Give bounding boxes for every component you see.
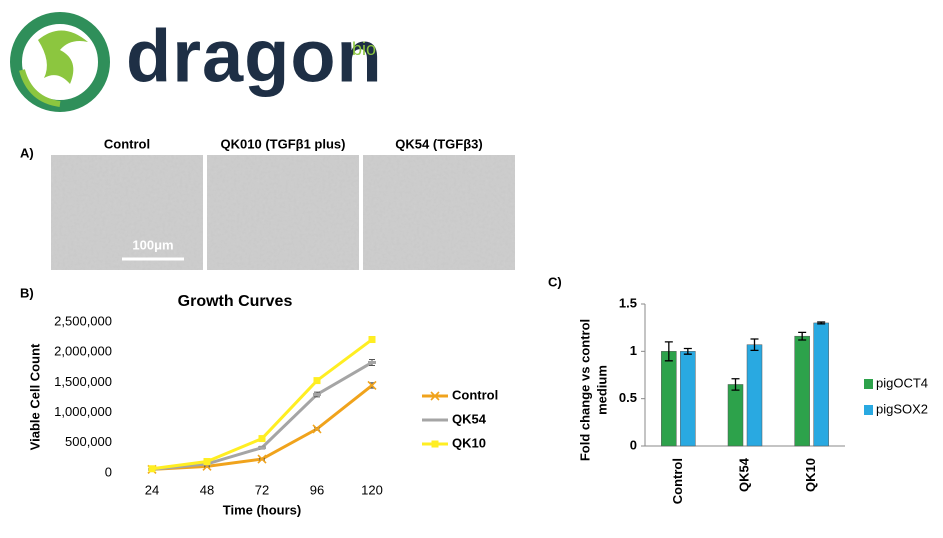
panel-label: C) (548, 274, 562, 289)
legend-label: pigOCT4 (876, 375, 928, 390)
error-bar (750, 338, 759, 352)
y-tick-label: 2,000,000 (54, 344, 112, 359)
y-tick-label: 1 (630, 343, 637, 358)
error-bar (664, 341, 673, 362)
data-point (257, 454, 267, 464)
data-point (313, 392, 321, 396)
y-tick-label: 1,000,000 (54, 404, 112, 419)
panel-label: B) (20, 285, 34, 300)
scale-label: 100μm (132, 237, 173, 252)
data-point (258, 446, 266, 450)
chart-b: B) Growth Curves Time (hours) Viable Cell C… (20, 285, 498, 517)
x-tick-label: Control (670, 458, 685, 504)
micrograph-texture (51, 155, 203, 270)
legend-swatch (864, 379, 873, 389)
y-tick-label: 1,500,000 (54, 374, 112, 389)
logo-ring (10, 12, 110, 112)
error-bar (683, 347, 692, 355)
y-axis-label: medium (594, 365, 609, 415)
error-bar (817, 321, 826, 325)
micrograph-texture (207, 155, 359, 270)
logo-dragon (38, 30, 88, 85)
legend-label: QK10 (452, 435, 486, 450)
micrograph-texture (363, 155, 515, 270)
data-point (203, 458, 211, 466)
y-tick-label: 0 (105, 464, 112, 479)
logo-text: dragon (126, 15, 383, 98)
panel-a: A) Control QK010 (TGFβ1 plus) QK54 (TGFβ3)… (20, 136, 515, 270)
legend-label: QK54 (452, 411, 487, 426)
image-title: Control (104, 136, 150, 151)
x-tick-label: 72 (255, 482, 269, 497)
error-bar (798, 331, 807, 341)
error-bar (731, 378, 740, 391)
legend-marker (430, 391, 440, 401)
x-tick-label: 96 (310, 482, 324, 497)
legend-marker (431, 440, 439, 448)
y-axis-label: Viable Cell Count (27, 343, 42, 450)
y-tick-label: 500,000 (65, 434, 112, 449)
series-line (151, 338, 373, 471)
x-tick-label: 48 (200, 482, 214, 497)
y-tick-label: 0 (630, 437, 637, 452)
logo-tail (19, 69, 61, 107)
bar (727, 384, 744, 447)
y-tick-label: 0.5 (619, 390, 637, 405)
series-line (151, 384, 373, 471)
panel-label: A) (20, 145, 34, 160)
bar (794, 335, 810, 447)
x-tick-label: QK54 (736, 457, 751, 492)
y-axis-label: Fold change vs control (577, 319, 592, 461)
x-tick-label: 120 (361, 482, 383, 497)
legend-marker (431, 418, 439, 422)
data-point (368, 360, 376, 364)
data-point (313, 377, 321, 385)
series-line (151, 361, 373, 471)
x-tick-label: QK10 (803, 458, 818, 492)
bar (746, 344, 763, 447)
image-title: QK010 (TGFβ1 plus) (221, 136, 346, 151)
legend-label: Control (452, 387, 498, 402)
legend-label: pigSOX2 (876, 401, 928, 416)
data-point (258, 435, 266, 443)
chart-title: Growth Curves (178, 293, 293, 310)
bar (661, 351, 677, 447)
data-point (312, 424, 322, 434)
bar (813, 322, 829, 447)
image-title: QK54 (TGFβ3) (395, 136, 482, 151)
logo: dragon bio (10, 12, 383, 112)
y-tick-label: 1.5 (619, 295, 637, 310)
data-point (367, 380, 377, 390)
chart-c: C) Fold change vs control medium 0 0.5 1 1.5 Co… (548, 274, 928, 504)
x-tick-label: 24 (145, 482, 159, 497)
bar (680, 351, 696, 447)
data-point (148, 465, 156, 473)
x-axis-label: Time (hours) (223, 502, 302, 517)
y-tick-label: 2,500,000 (54, 313, 112, 328)
logo-suffix: bio (352, 39, 376, 59)
legend-swatch (864, 405, 873, 415)
data-point (368, 336, 376, 344)
